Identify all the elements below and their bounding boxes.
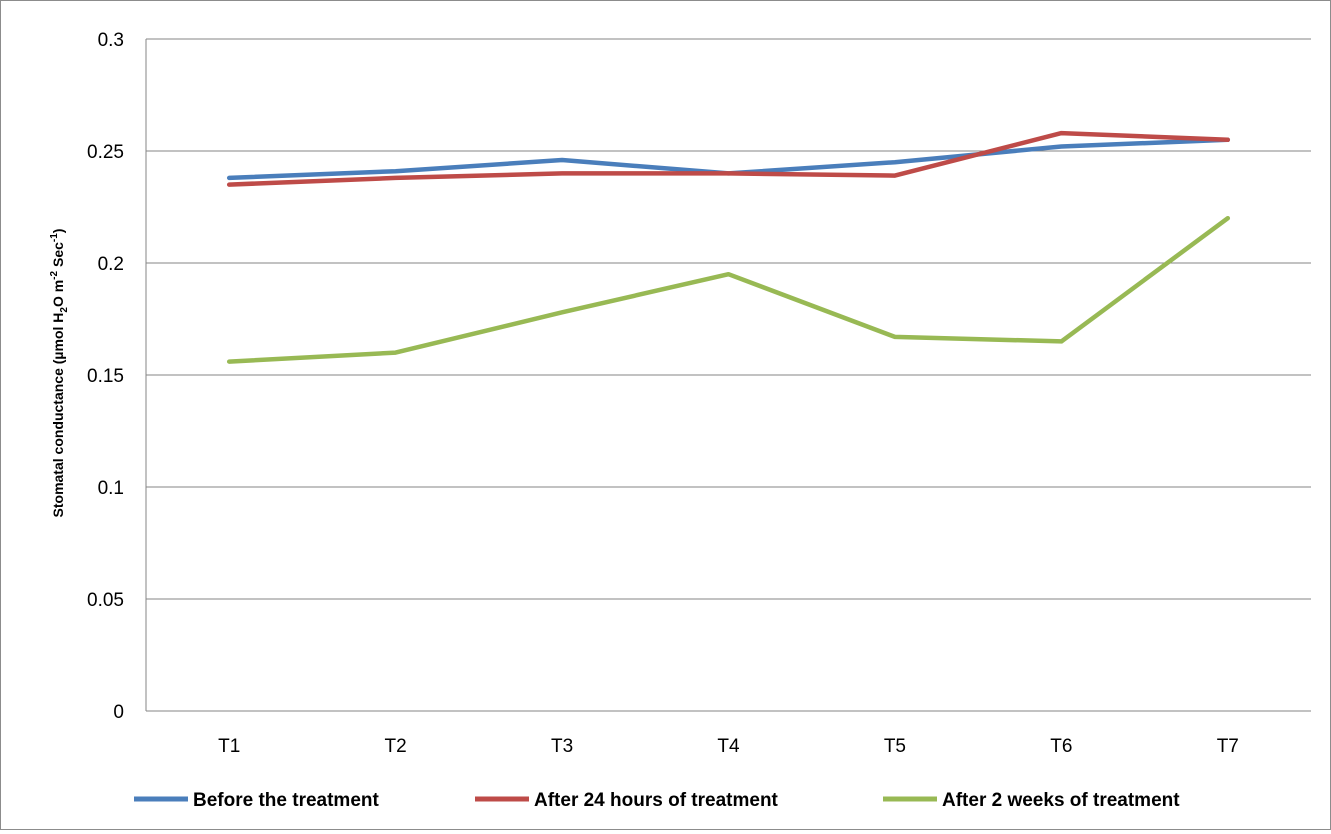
series-line-1 (226, 130, 1231, 187)
grid-layer (146, 38, 1311, 600)
x-tick-label: T2 (385, 736, 407, 757)
legend-item-before[interactable]: Before the treatment (134, 790, 379, 811)
legend-label-24h: After 24 hours of treatment (534, 790, 779, 811)
x-tick-label: T3 (551, 736, 573, 757)
y-axis-label-main: Stomatal conductance (µmol H (50, 313, 66, 518)
y-axis-label: Stomatal conductance (µmol H2O m-2 Sec-1… (49, 229, 70, 518)
y-axis-label-mid: O m (50, 280, 66, 307)
y-axis-label-close: ) (50, 229, 66, 234)
y-axis-label-sup2: -1 (49, 233, 60, 242)
y-axis-label-sub: 2 (59, 307, 70, 313)
legend-item-24h[interactable]: After 24 hours of treatment (475, 790, 779, 811)
y-tick-label: 0.25 (87, 142, 124, 163)
y-tick-label: 0.3 (98, 30, 124, 51)
legend-label-before: Before the treatment (193, 790, 379, 811)
x-tick-label: T6 (1050, 736, 1072, 757)
y-tick-label: 0 (113, 702, 124, 723)
x-tick-label: T4 (717, 736, 740, 757)
legend: Before the treatment After 24 hours of t… (134, 790, 1180, 811)
y-tick-label: 0.1 (98, 478, 124, 499)
x-tick-label: T5 (884, 736, 906, 757)
y-axis-label-sup1: -2 (49, 270, 60, 279)
axis-layer (145, 39, 1311, 712)
x-tick-labels: T1 T2 T3 T4 T5 T6 T7 (218, 736, 1239, 757)
y-axis-label-post: Sec (50, 242, 66, 271)
series-line-2 (226, 215, 1231, 364)
legend-label-2weeks: After 2 weeks of treatment (942, 790, 1180, 811)
series-layer (226, 130, 1231, 364)
y-tick-label: 0.2 (98, 254, 124, 275)
x-tick-label: T7 (1217, 736, 1239, 757)
y-tick-label: 0.05 (87, 590, 124, 611)
y-tick-label: 0.15 (87, 366, 124, 387)
legend-item-2weeks[interactable]: After 2 weeks of treatment (883, 790, 1180, 811)
y-tick-labels: 0 0.05 0.1 0.15 0.2 0.25 0.3 (87, 30, 124, 723)
x-tick-label: T1 (218, 736, 240, 757)
